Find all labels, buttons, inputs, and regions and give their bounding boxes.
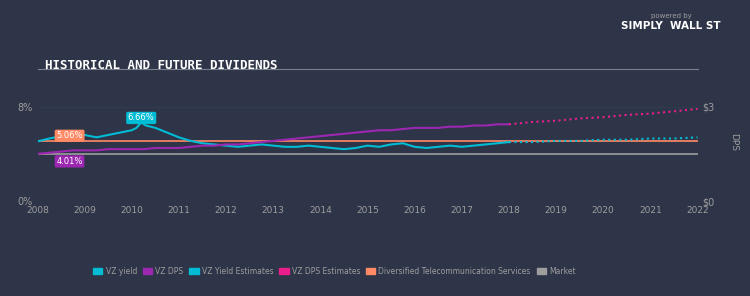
Text: 4.01%: 4.01% — [56, 157, 82, 166]
Text: powered by: powered by — [651, 13, 692, 19]
Legend: VZ yield, VZ DPS, VZ Yield Estimates, VZ DPS Estimates, Diversified Telecommunic: VZ yield, VZ DPS, VZ Yield Estimates, VZ… — [93, 267, 576, 276]
Text: HISTORICAL AND FUTURE DIVIDENDS: HISTORICAL AND FUTURE DIVIDENDS — [46, 59, 278, 72]
Text: 6.66%: 6.66% — [128, 113, 154, 123]
Text: 5.06%: 5.06% — [56, 131, 82, 140]
Text: SIMPLY  WALL ST: SIMPLY WALL ST — [622, 21, 721, 31]
Text: DPS: DPS — [729, 133, 738, 151]
